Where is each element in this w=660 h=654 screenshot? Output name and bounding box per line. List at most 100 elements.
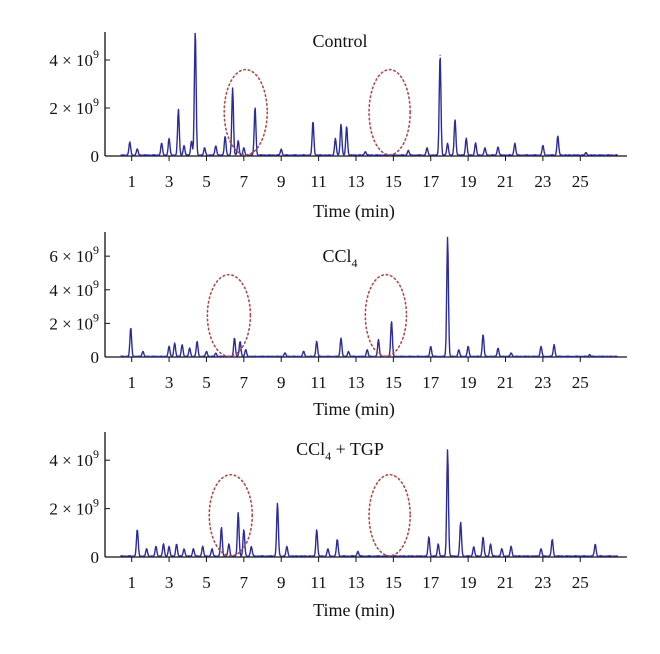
peak-point [284,353,286,355]
y-tick-label-exponent: 9 [93,47,99,61]
peak-point [192,549,194,551]
x-tick-label: 21 [497,373,514,392]
y-tick-label-exponent: 9 [93,243,99,257]
y-tick-label: 4 × 109 [49,447,99,470]
highlight-ellipse [208,473,254,557]
x-tick-label: 21 [497,573,514,592]
y-tick-label-base: 4 × 10 [49,451,93,470]
panel-title: CCl4 + TGP [296,439,384,463]
x-axis-title: Time (min) [313,600,395,621]
peak-point [446,143,449,145]
panel-title: CCl4 [322,246,357,270]
x-tick-label: 7 [240,172,249,191]
peak-point [475,143,477,145]
peak-point [497,147,499,149]
peak-point [446,449,449,452]
peak-point [243,148,245,150]
x-tick-label: 25 [572,373,589,392]
peak-point [454,119,456,121]
chromatogram-trace [120,32,618,157]
peak-point [316,341,318,343]
y-tick-label: 2 × 109 [49,310,99,333]
peak-point [377,339,380,341]
peak-point [155,546,157,548]
y-tick-label: 4 × 109 [49,277,99,300]
peak-point [557,136,559,138]
peak-point [497,347,499,350]
peak-point [228,544,230,546]
peak-point [232,88,234,90]
x-tick-label: 5 [202,172,211,191]
y-tick-label-base: 2 × 10 [49,314,93,333]
x-tick-label: 15 [385,573,402,592]
peak-point [514,143,516,145]
peak-point [215,353,217,355]
peak-point [366,349,368,351]
peak-point [177,109,180,111]
peak-point [245,349,247,351]
peak-point [446,237,449,239]
x-tick-label: 17 [422,573,440,592]
peak-point [286,546,288,548]
peak-point [160,143,163,145]
x-tick-label: 9 [277,172,286,191]
peak-point [142,351,144,353]
peak-point [594,544,596,546]
peak-point [340,124,342,126]
x-tick-label: 13 [347,172,364,191]
peak-point [237,141,239,143]
peak-point [175,544,178,546]
panel-title-subscript: 4 [325,449,331,463]
x-tick-label: 19 [460,373,477,392]
highlight-ellipse [223,68,268,156]
peak-point [146,549,148,551]
x-tick-label: 9 [277,573,286,592]
x-axis-title: Time (min) [313,201,395,222]
peak-point [254,107,256,109]
peak-point [428,537,430,539]
peak-point [407,150,409,152]
peak-point [460,522,462,524]
peak-point [585,153,587,155]
peak-point [194,33,196,35]
x-tick-label: 3 [165,172,174,191]
x-tick-label: 11 [310,573,326,592]
panel-title-suffix: + TGP [331,439,384,459]
peak-point [540,549,542,551]
peak-point [168,546,170,548]
y-tick-label-exponent: 9 [93,277,99,291]
x-tick-label: 3 [165,573,174,592]
peak-point [465,138,467,140]
x-tick-label: 5 [202,373,211,392]
x-tick-label: 11 [310,172,326,191]
highlight-ellipse [368,68,411,156]
x-tick-label: 1 [127,373,136,392]
peak-point [510,546,512,548]
peak-point [280,149,282,151]
x-tick-label: 5 [202,573,211,592]
x-tick-label: 17 [422,373,440,392]
peak-point [129,142,131,144]
x-tick-label: 23 [534,373,551,392]
y-tick-label: 0 [91,147,100,166]
peak-point [482,334,484,336]
peak-point [334,138,337,140]
peak-point [205,351,208,353]
peak-point [174,342,176,345]
peak-point [190,141,193,143]
peak-point [136,149,138,151]
x-tick-label: 11 [310,373,326,392]
peak-point [390,321,393,323]
y-tick-label-base: 2 × 10 [49,99,93,118]
peak-point [312,121,314,123]
peak-point [439,54,441,56]
peak-point [303,351,305,353]
highlight-ellipse [364,273,408,357]
panel-title-main: Control [312,31,367,51]
peak-point [276,503,279,505]
x-tick-label: 21 [497,172,514,191]
peak-point [553,344,555,346]
